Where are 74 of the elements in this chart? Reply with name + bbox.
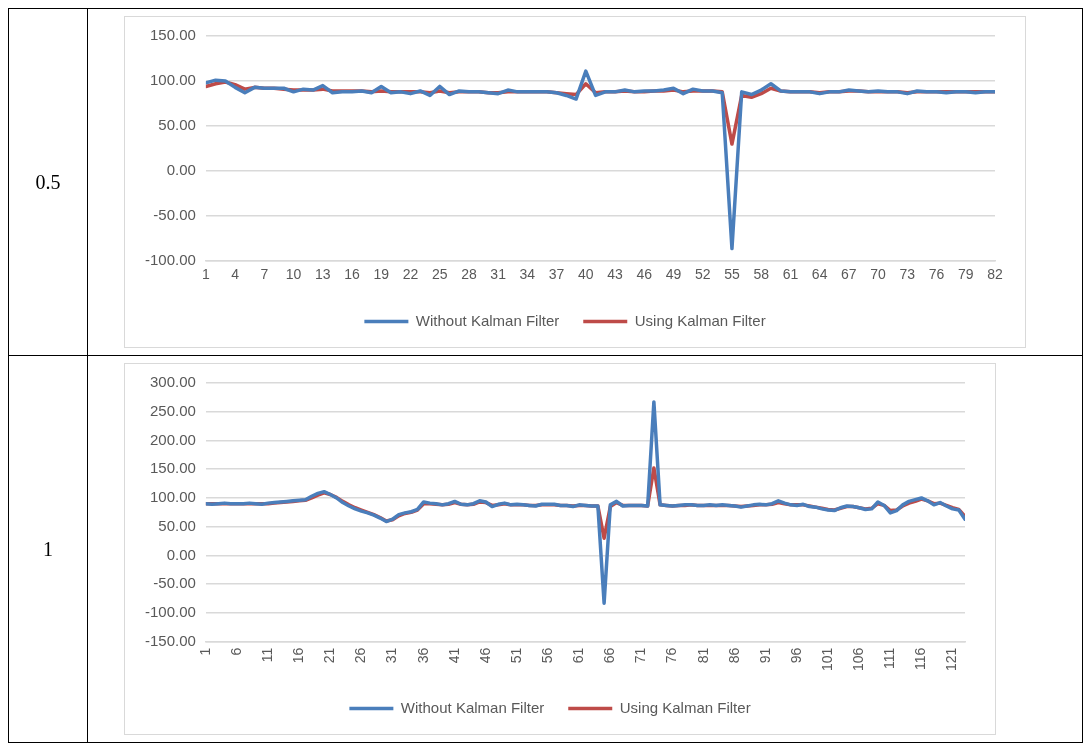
x-tick-label: 70	[870, 266, 887, 283]
x-tick-label: 82	[987, 266, 1003, 283]
y-tick-label: -150.00	[145, 631, 196, 649]
x-tick-label: 91	[756, 647, 773, 664]
x-tick-label: 26	[352, 647, 369, 664]
x-tick-label: 79	[957, 266, 974, 283]
x-tick-label: 101	[818, 647, 835, 671]
x-tick-label: 19	[373, 266, 390, 283]
legend-label: Using Kalman Filter	[634, 311, 766, 329]
x-tick-label: 46	[476, 647, 493, 664]
y-tick-label: 250.00	[149, 401, 196, 419]
x-tick-label: 73	[899, 266, 916, 283]
x-tick-label: 67	[841, 266, 857, 283]
x-tick-label: 55	[724, 266, 740, 283]
x-tick-label: 46	[636, 266, 653, 283]
y-tick-label: 50.00	[158, 116, 196, 134]
legend-label: Without Kalman Filter	[415, 311, 560, 329]
x-tick-label: 10	[285, 266, 302, 283]
x-tick-label: 76	[663, 647, 680, 664]
x-tick-label: 28	[461, 266, 477, 283]
legend-label: Using Kalman Filter	[619, 698, 751, 716]
x-tick-label: 76	[928, 266, 945, 283]
y-tick-label: 50.00	[158, 516, 196, 534]
x-tick-label: 1	[196, 647, 213, 656]
y-tick-label: 150.00	[149, 459, 196, 477]
x-tick-label: 106	[850, 647, 867, 671]
x-tick-label: 64	[811, 266, 828, 283]
y-tick-label: 300.00	[149, 373, 196, 391]
x-tick-label: 25	[431, 266, 448, 283]
x-tick-label: 34	[519, 266, 536, 283]
x-tick-label: 81	[694, 647, 711, 664]
x-tick-label: 16	[290, 647, 307, 664]
x-tick-label: 111	[881, 647, 898, 669]
x-tick-label: 21	[321, 647, 338, 664]
text: 0.5	[8, 8, 88, 356]
x-tick-label: 52	[694, 266, 711, 283]
y-tick-label: -50.00	[153, 574, 196, 592]
x-tick-label: 31	[490, 266, 507, 283]
x-tick-label: 51	[507, 647, 524, 664]
y-tick-label: 0.00	[166, 161, 196, 179]
x-tick-label: 56	[538, 647, 555, 664]
x-tick-label: 7	[260, 266, 269, 283]
y-tick-label: -100.00	[145, 603, 196, 621]
x-tick-label: 16	[344, 266, 361, 283]
x-tick-label: 11	[258, 647, 275, 663]
x-tick-label: 96	[787, 647, 804, 664]
legend-label: Without Kalman Filter	[400, 698, 545, 716]
y-tick-label: 150.00	[149, 26, 196, 44]
y-tick-label: -50.00	[153, 206, 196, 224]
y-tick-label: 100.00	[149, 71, 196, 89]
x-tick-label: 36	[414, 647, 431, 664]
x-tick-label: 71	[632, 647, 649, 664]
x-tick-label: 121	[943, 647, 960, 671]
x-tick-label: 58	[753, 266, 770, 283]
x-tick-label: 41	[445, 647, 462, 664]
x-tick-label: 61	[782, 266, 799, 283]
y-tick-label: -100.00	[145, 251, 196, 269]
y-tick-label: 0.00	[166, 545, 196, 563]
y-tick-label: 100.00	[149, 488, 196, 506]
x-tick-label: 43	[607, 266, 624, 283]
x-tick-label: 6	[227, 647, 244, 656]
x-tick-label: 40	[578, 266, 594, 283]
x-tick-label: 49	[665, 266, 682, 283]
x-tick-label: 22	[402, 266, 419, 283]
x-tick-label: 86	[725, 647, 742, 664]
x-tick-label: 13	[314, 266, 331, 283]
x-tick-label: 4	[231, 266, 240, 283]
x-tick-label: 116	[912, 647, 929, 670]
x-tick-label: 61	[570, 647, 587, 664]
x-tick-label: 37	[548, 266, 565, 283]
y-tick-label: 200.00	[149, 430, 196, 448]
x-tick-label: 1	[201, 266, 210, 283]
x-tick-label: 66	[601, 647, 618, 664]
x-tick-label: 31	[383, 647, 400, 664]
